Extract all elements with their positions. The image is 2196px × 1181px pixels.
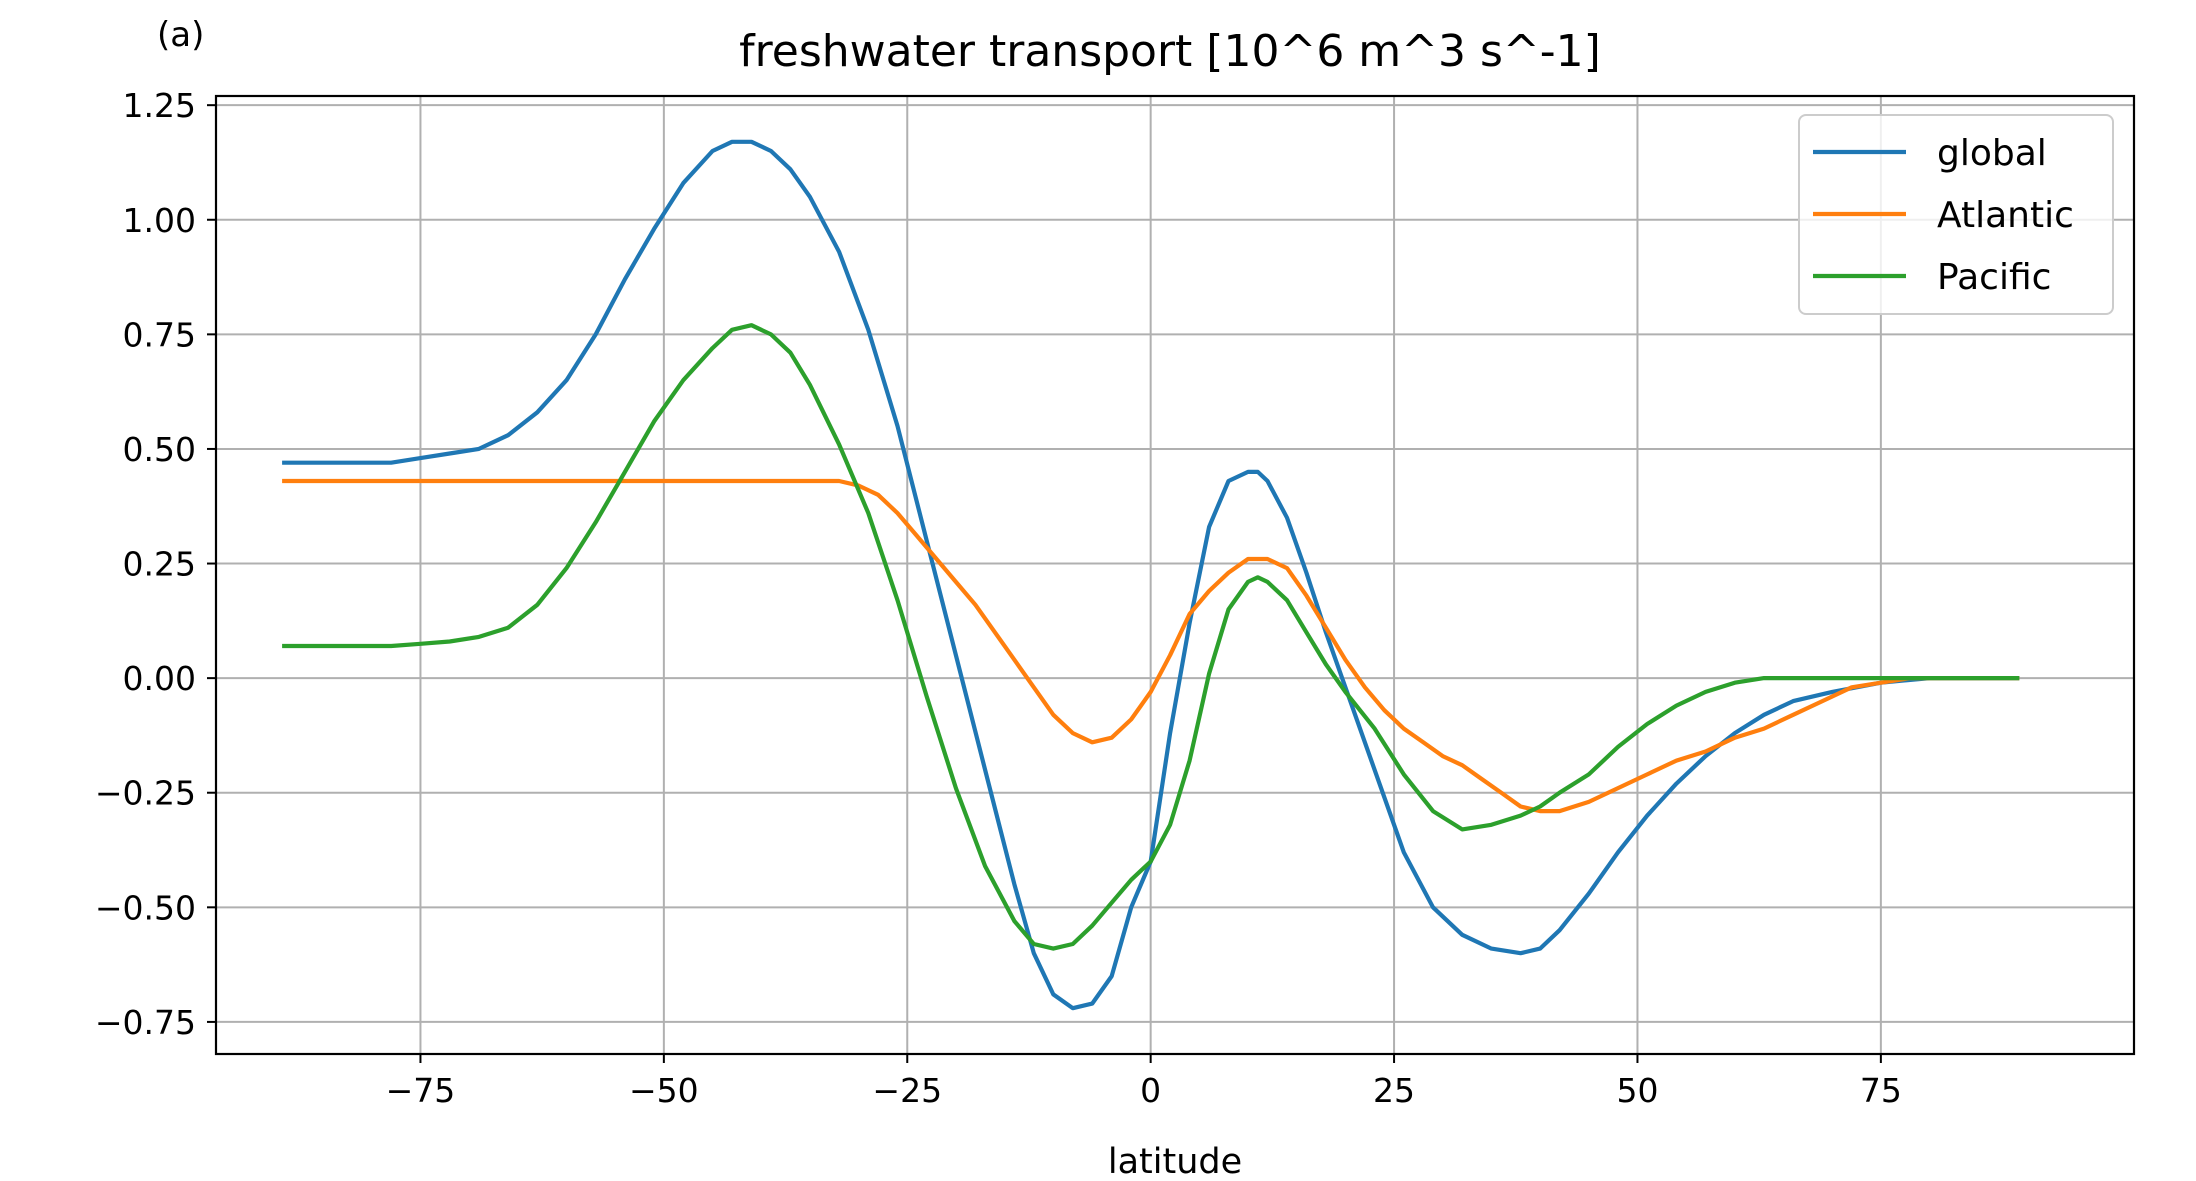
- y-tick-label: 1.00: [123, 201, 196, 240]
- x-tick-label: 25: [1373, 1071, 1415, 1110]
- legend-label-global: global: [1937, 133, 2047, 174]
- legend-label-pacific: Pacific: [1937, 257, 2051, 298]
- series-line-pacific: [282, 323, 2020, 951]
- x-tick-label: −25: [872, 1071, 942, 1110]
- y-tick-label: 0.25: [123, 545, 196, 584]
- series-lines: [282, 139, 2020, 1011]
- legend-label-atlantic: Atlantic: [1937, 195, 2074, 236]
- y-axis-ticks: 1.25 1.00 0.75 0.50 0.25 0.00 −0.25 −0.50 −0.75: [95, 86, 216, 1042]
- x-axis-ticks: −75 −50 −25 0 25 50 75: [386, 1054, 1902, 1110]
- y-tick-label: −0.75: [95, 1003, 196, 1042]
- x-axis-label: latitude: [1108, 1142, 1242, 1181]
- x-tick-label: 0: [1140, 1071, 1161, 1110]
- y-tick-label: −0.50: [95, 888, 196, 927]
- plot-frame: [214, 94, 2136, 1056]
- y-tick-label: 0.75: [123, 315, 196, 354]
- grid: [216, 96, 2134, 1054]
- y-tick-label: −0.25: [95, 774, 196, 813]
- x-tick-label: −50: [629, 1071, 699, 1110]
- y-tick-label: 0.00: [123, 659, 196, 698]
- chart-title: freshwater transport [10^6 m^3 s^-1]: [739, 26, 1601, 77]
- y-tick-label: 0.50: [123, 430, 196, 469]
- x-tick-label: 50: [1616, 1071, 1658, 1110]
- y-tick-label: 1.25: [123, 86, 196, 125]
- panel-label: (a): [157, 15, 204, 55]
- legend-box: [1798, 114, 2114, 315]
- legend-entries: global Atlantic Pacific: [1813, 133, 2074, 298]
- x-tick-label: 75: [1860, 1071, 1902, 1110]
- series-line-atlantic: [282, 478, 2020, 814]
- legend: global Atlantic Pacific: [1798, 114, 2114, 315]
- x-tick-label: −75: [386, 1071, 456, 1110]
- series-line-global: [282, 139, 2020, 1011]
